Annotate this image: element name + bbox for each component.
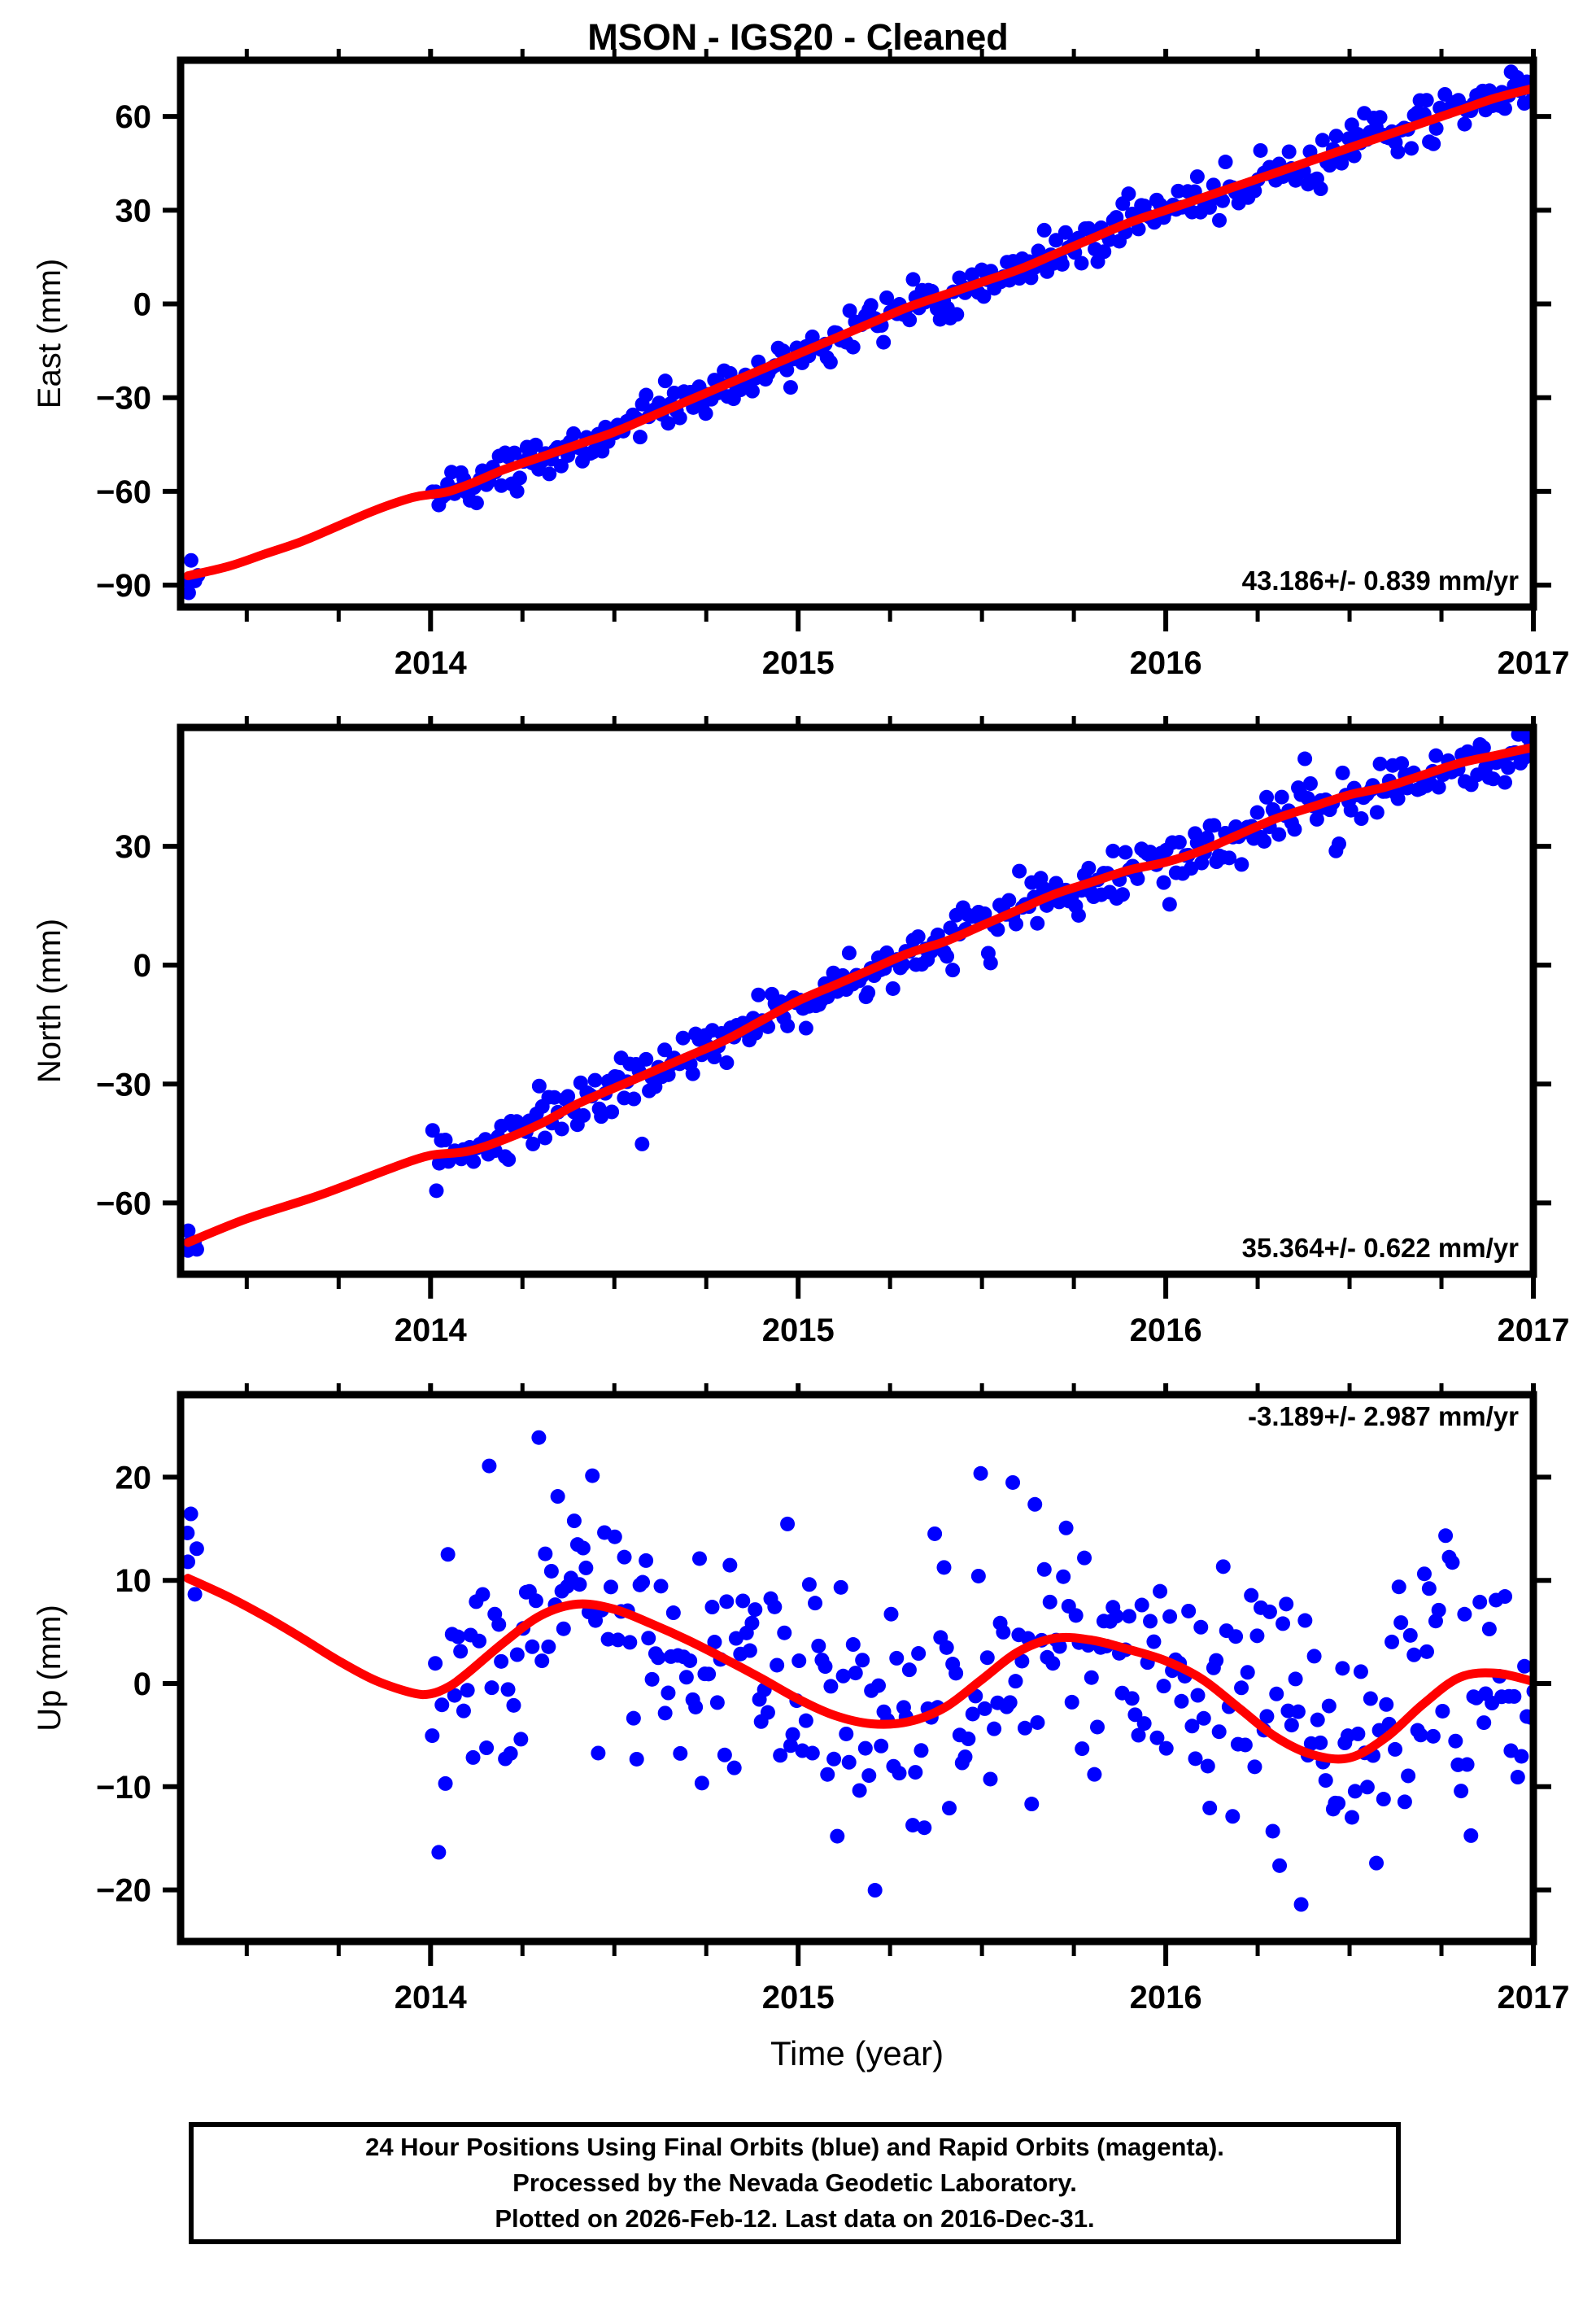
x-ticklabel: 2017 xyxy=(1498,1980,1570,2016)
y-ticklabel: 0 xyxy=(133,287,151,323)
y-axis-title: East (mm) xyxy=(32,259,68,408)
x-ticklabel: 2015 xyxy=(762,1312,835,1348)
y-ticklabel: 20 xyxy=(116,1460,152,1496)
x-ticklabel: 2017 xyxy=(1498,645,1570,681)
fit-line xyxy=(183,742,1533,1247)
panel-north: −60 −30 0 30 2014 2015 2016 2017 North (mm) 35.36… xyxy=(32,716,1570,1348)
fit-line xyxy=(183,1574,1533,1764)
rate-annotation: -3.189+/- 2.987 mm/yr xyxy=(1248,1401,1519,1431)
y-ticklabel: −90 xyxy=(96,568,151,604)
y-ticklabel: −30 xyxy=(96,1067,151,1103)
y-axis-title: Up (mm) xyxy=(32,1605,68,1732)
y-ticklabel: 30 xyxy=(116,829,152,865)
rate-annotation: 43.186+/- 0.839 mm/yr xyxy=(1242,566,1519,596)
axis-frame xyxy=(177,56,1537,611)
plot-data-area xyxy=(181,1430,1533,1912)
x-ticklabel: 2016 xyxy=(1130,1312,1202,1348)
y-ticklabel: 0 xyxy=(133,948,151,984)
axis-frame xyxy=(177,723,1537,1278)
x-axis-title: Time (year) xyxy=(770,2034,944,2072)
y-ticklabel: −30 xyxy=(96,381,151,417)
x-ticklabel: 2016 xyxy=(1130,645,1202,681)
panel-up: −20 −10 0 10 20 2014 2015 2016 2017 Up (mm) -3.189… xyxy=(32,1383,1570,2072)
y-ticklabel: 60 xyxy=(116,99,152,135)
y-ticklabel: −20 xyxy=(96,1873,151,1909)
x-ticklabel: 2014 xyxy=(395,1312,468,1348)
y-ticklabel: 30 xyxy=(116,193,152,229)
x-ticklabel: 2015 xyxy=(762,645,835,681)
y-axis-title: North (mm) xyxy=(32,919,68,1083)
y-ticklabel: 10 xyxy=(116,1563,152,1599)
plot-data-area xyxy=(181,64,1533,601)
x-ticklabel: 2015 xyxy=(762,1980,835,2016)
x-ticklabel: 2014 xyxy=(395,645,468,681)
y-ticklabel: −60 xyxy=(96,1186,151,1221)
y-ticklabel: 0 xyxy=(133,1666,151,1702)
fit-line xyxy=(183,84,1533,581)
rate-annotation: 35.364+/- 0.622 mm/yr xyxy=(1242,1233,1519,1263)
y-ticklabel: −10 xyxy=(96,1770,151,1806)
footer-line-2: Processed by the Nevada Geodetic Laborat… xyxy=(512,2168,1077,2197)
x-ticklabel: 2016 xyxy=(1130,1980,1202,2016)
footer-line-3: Plotted on 2026-Feb-12. Last data on 201… xyxy=(495,2204,1095,2233)
axis-frame xyxy=(177,1391,1537,1946)
footer-caption-box: 24 Hour Positions Using Final Orbits (bl… xyxy=(189,2122,1401,2244)
panel-east: −90 −60 −30 0 30 60 2014 2015 2016 2017 East (mm) 4… xyxy=(32,49,1570,681)
y-ticklabel: −60 xyxy=(96,474,151,510)
x-ticklabel: 2017 xyxy=(1498,1312,1570,1348)
x-ticklabel: 2014 xyxy=(395,1980,468,2016)
plot-data-area xyxy=(181,727,1533,1258)
footer-line-1: 24 Hour Positions Using Final Orbits (bl… xyxy=(365,2133,1224,2161)
